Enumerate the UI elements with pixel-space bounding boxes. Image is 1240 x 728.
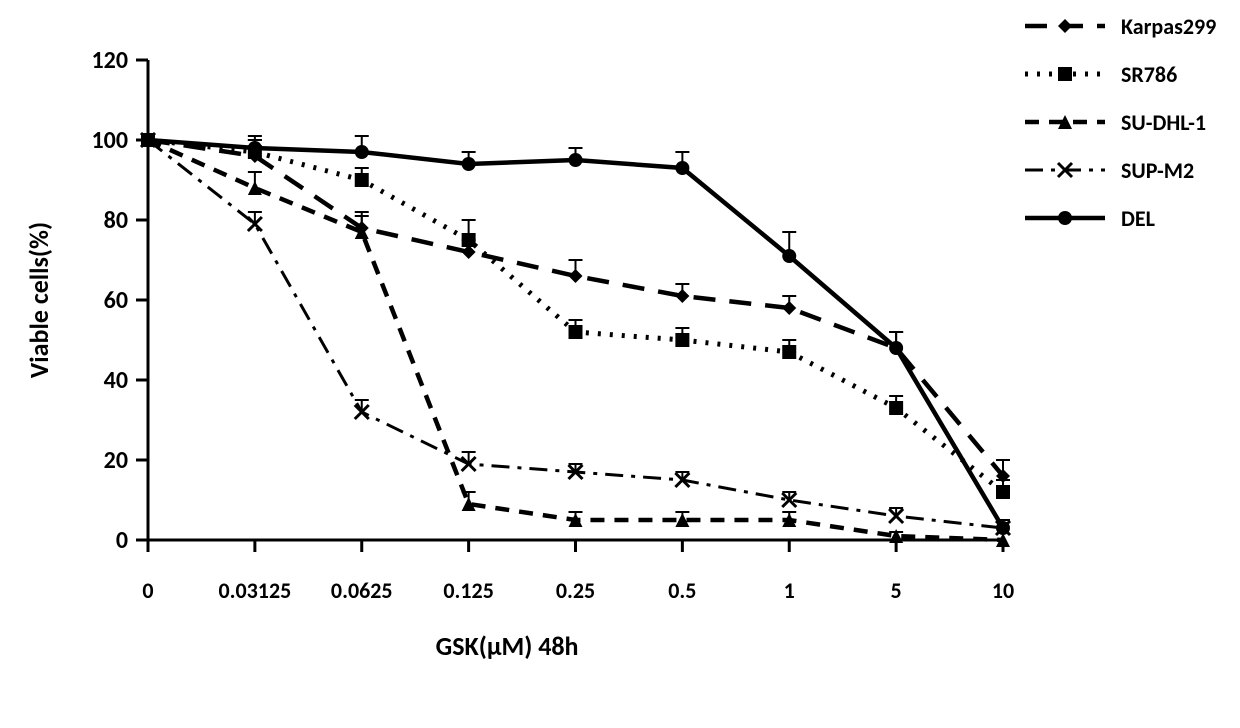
xtick-label: 0.03125 (218, 577, 291, 604)
series-sr786 (141, 133, 1010, 499)
ytick-label: 80 (104, 206, 128, 235)
legend-label: SUP-M2 (1121, 157, 1194, 184)
xtick-label: 0.5 (668, 577, 696, 604)
xtick-label: 0.0625 (331, 577, 393, 604)
x-axis-label: GSK(μM) 48h (436, 630, 579, 662)
legend-label: Karpas299 (1121, 13, 1216, 40)
legend-label: SU-DHL-1 (1121, 109, 1206, 136)
legend-item-karpas299: Karpas299 (1025, 13, 1216, 40)
legend-item-sr786: SR786 (1025, 61, 1177, 88)
ytick-label: 20 (104, 446, 128, 475)
xtick-label: 0.25 (556, 577, 595, 604)
xtick-label: 0 (142, 577, 153, 604)
legend-label: DEL (1121, 205, 1155, 232)
ytick-label: 60 (104, 286, 128, 315)
ytick-label: 40 (104, 366, 128, 395)
legend-item-su-dhl-1: SU-DHL-1 (1025, 109, 1206, 136)
viability-chart: 0 20 40 60 80 100 120 0 0.03125 0.0625 0.125 0.25 0.… (0, 0, 1240, 728)
y-axis-label: Viable cells(%) (23, 222, 55, 378)
ytick-label: 120 (92, 46, 129, 75)
legend-item-sup-m2: SUP-M2 (1025, 157, 1194, 184)
legend-item-del: DEL (1025, 205, 1155, 232)
legend-label: SR786 (1121, 61, 1177, 88)
xtick-label: 0.125 (443, 577, 493, 604)
xtick-label: 1 (784, 577, 795, 604)
xtick-label: 5 (891, 577, 902, 604)
series-karpas299 (141, 133, 1010, 483)
ytick-label: 100 (92, 126, 129, 155)
xtick-label: 10 (992, 577, 1014, 604)
ytick-label: 0 (116, 526, 128, 555)
